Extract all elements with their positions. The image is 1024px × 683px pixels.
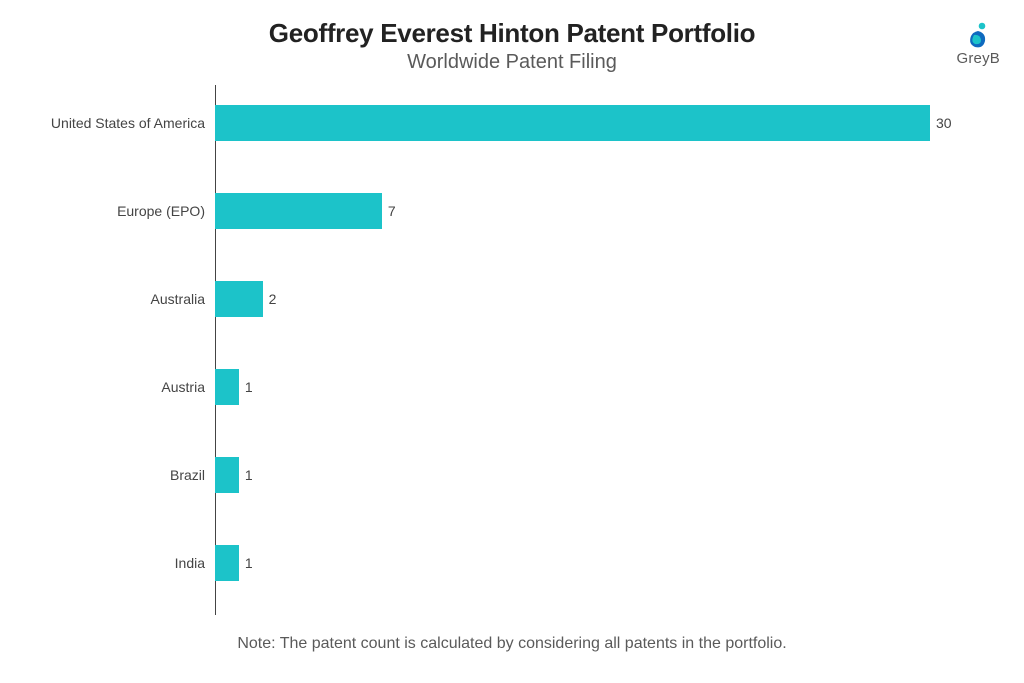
- plot-area: United States of America30Europe (EPO)7A…: [215, 85, 935, 615]
- bar-value-label: 2: [269, 291, 277, 307]
- bar: [215, 457, 239, 493]
- bar-value-label: 7: [388, 203, 396, 219]
- category-label: Brazil: [170, 457, 215, 493]
- bar: [215, 369, 239, 405]
- bar-row: Australia2: [215, 281, 276, 317]
- bar: [215, 281, 263, 317]
- brand-logo: GreyB: [956, 22, 1000, 67]
- bar-value-label: 1: [245, 379, 253, 395]
- category-label: Europe (EPO): [117, 193, 215, 229]
- category-label: Australia: [151, 281, 215, 317]
- bar-value-label: 1: [245, 467, 253, 483]
- chart-container: Geoffrey Everest Hinton Patent Portfolio…: [0, 0, 1024, 683]
- category-label: India: [175, 545, 215, 581]
- bar: [215, 545, 239, 581]
- bar: [215, 193, 382, 229]
- bar: [215, 105, 930, 141]
- bar-row: United States of America30: [215, 105, 952, 141]
- category-label: Austria: [161, 369, 215, 405]
- chart-title: Geoffrey Everest Hinton Patent Portfolio: [0, 18, 1024, 49]
- bar-row: Brazil1: [215, 457, 253, 493]
- category-label: United States of America: [51, 105, 215, 141]
- chart-footnote: Note: The patent count is calculated by …: [0, 635, 1024, 653]
- bar-row: Europe (EPO)7: [215, 193, 396, 229]
- brand-text: GreyB: [956, 50, 1000, 67]
- bar-row: Austria1: [215, 369, 253, 405]
- bar-value-label: 1: [245, 555, 253, 571]
- bar-row: India1: [215, 545, 253, 581]
- brand-icon: [967, 22, 989, 50]
- bar-value-label: 30: [936, 115, 952, 131]
- y-axis-line: [215, 85, 216, 615]
- title-block: Geoffrey Everest Hinton Patent Portfolio…: [0, 0, 1024, 74]
- chart-subtitle: Worldwide Patent Filing: [0, 51, 1024, 74]
